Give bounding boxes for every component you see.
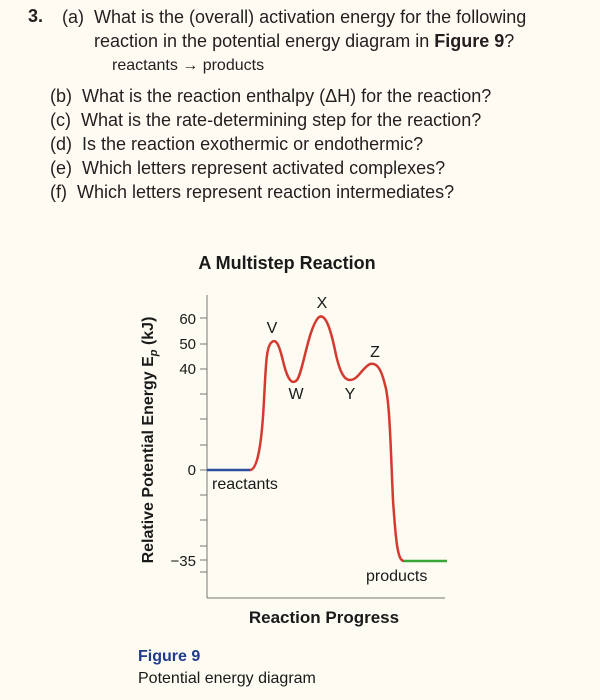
tick-label-0: 0 [188,462,196,479]
tick-label-minus35: −35 [171,553,196,570]
diagram-title: A Multistep Reaction [198,253,375,273]
tick-label-40: 40 [179,361,196,378]
point-label-y: Y [345,386,356,403]
y-axis-ticks [200,317,207,573]
figure-caption: Potential energy diagram [138,670,316,687]
question-a-line1: (a) What is the (overall) activation ene… [62,6,526,28]
x-axis-label: Reaction Progress [249,608,399,627]
figure-reference: Figure 9 [434,31,505,51]
point-label-x: X [317,295,328,312]
question-a-line2: reaction in the potential energy diagram… [94,30,514,52]
question-c: (c) What is the rate-determining step fo… [50,110,481,131]
part-f-text: Which letters represent reaction interme… [77,182,455,202]
point-label-w: W [288,386,304,403]
question-d: (d) Is the reaction exothermic or endoth… [50,134,423,155]
part-letter-f: (f) [50,182,67,202]
part-letter-a: (a) [62,7,84,27]
part-e-text: Which letters represent activated comple… [82,158,446,178]
products-label: products [366,568,427,585]
question-number: 3. [28,6,44,26]
tick-label-50: 50 [179,336,196,353]
reaction-curve [249,315,405,563]
question-e: (e) Which letters represent activated co… [50,158,445,179]
part-a-qmark: ? [504,31,515,51]
point-label-v: V [267,320,278,337]
part-c-text: What is the rate-determining step for th… [81,110,482,130]
part-letter-e: (e) [50,158,72,178]
part-letter-c: (c) [50,110,71,130]
y-axis-label: Relative Potential Energy Ep (kJ) [140,317,160,564]
part-b-text: What is the reaction enthalpy (ΔH) for t… [82,86,492,106]
part-d-text: Is the reaction exothermic or endothermi… [82,134,424,154]
reactants-label: reactants [212,476,278,493]
part-letter-d: (d) [50,134,72,154]
y-axis-label-unit: (kJ) [140,317,157,350]
question-b: (b) What is the reaction enthalpy (ΔH) f… [50,86,491,107]
figure-number: Figure 9 [138,648,201,665]
part-a-text: What is the (overall) activation energy … [94,7,527,27]
question-f: (f) Which letters represent reaction int… [50,182,454,203]
tick-label-60: 60 [179,311,196,328]
point-label-z: Z [370,344,380,361]
reaction-equation: reactants → products [112,57,265,74]
y-axis-label-main: Relative Potential Energy E [140,356,157,564]
part-letter-b: (b) [50,86,72,106]
y-axis-label-sub: p [148,349,160,357]
part-a-text-2: reaction in the potential energy diagram… [94,31,435,51]
